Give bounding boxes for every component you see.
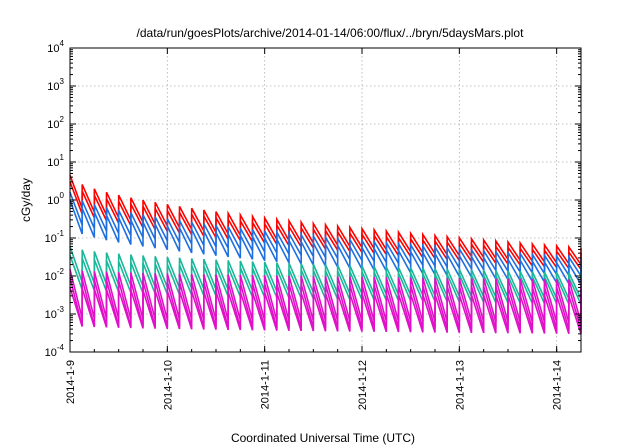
chart-title: /data/run/goesPlots/archive/2014-01-14/0… [137, 26, 525, 40]
y-tick-label: 10-4 [45, 343, 65, 359]
series-line-8 [69, 277, 582, 330]
x-tick-label: 2014-1-13 [454, 360, 466, 410]
x-axis-label: Coordinated Universal Time (UTC) [231, 431, 415, 445]
x-tick-label: 2014-1-11 [260, 360, 272, 409]
y-tick-label: 100 [47, 191, 64, 207]
y-tick-label: 103 [47, 77, 64, 93]
y-tick-label: 102 [47, 115, 64, 131]
x-axis-tick-labels: 2014-1-9 2014-1-10 2014-1-11 2014-1-12 2014-… [65, 360, 564, 410]
series-line-1 [69, 174, 582, 268]
x-tick-label: 2014-1-14 [552, 360, 564, 410]
axis-ticks [69, 47, 582, 353]
x-tick-label: 2014-1-12 [357, 360, 369, 410]
y-tick-label: 101 [47, 153, 64, 169]
y-tick-label: 10-2 [45, 267, 65, 283]
series-line-3 [69, 191, 582, 279]
x-tick-label: 2014-1-10 [162, 360, 174, 410]
y-tick-label: 10-3 [45, 305, 65, 321]
series-line-5 [69, 246, 582, 300]
series-line-2 [69, 181, 582, 272]
y-tick-label: 10-1 [45, 229, 65, 245]
series-line-7 [69, 269, 582, 323]
series-line-4 [69, 199, 582, 288]
series-line-9 [69, 287, 582, 335]
series-group [69, 174, 582, 335]
y-axis-tick-labels: 10-4 10-3 10-2 10-1 100 101 102 103 104 [45, 39, 65, 359]
y-tick-label: 104 [47, 39, 64, 55]
y-axis-label: cGy/day [19, 178, 33, 222]
series-line-6 [69, 255, 582, 305]
x-tick-label: 2014-1-9 [65, 360, 77, 404]
